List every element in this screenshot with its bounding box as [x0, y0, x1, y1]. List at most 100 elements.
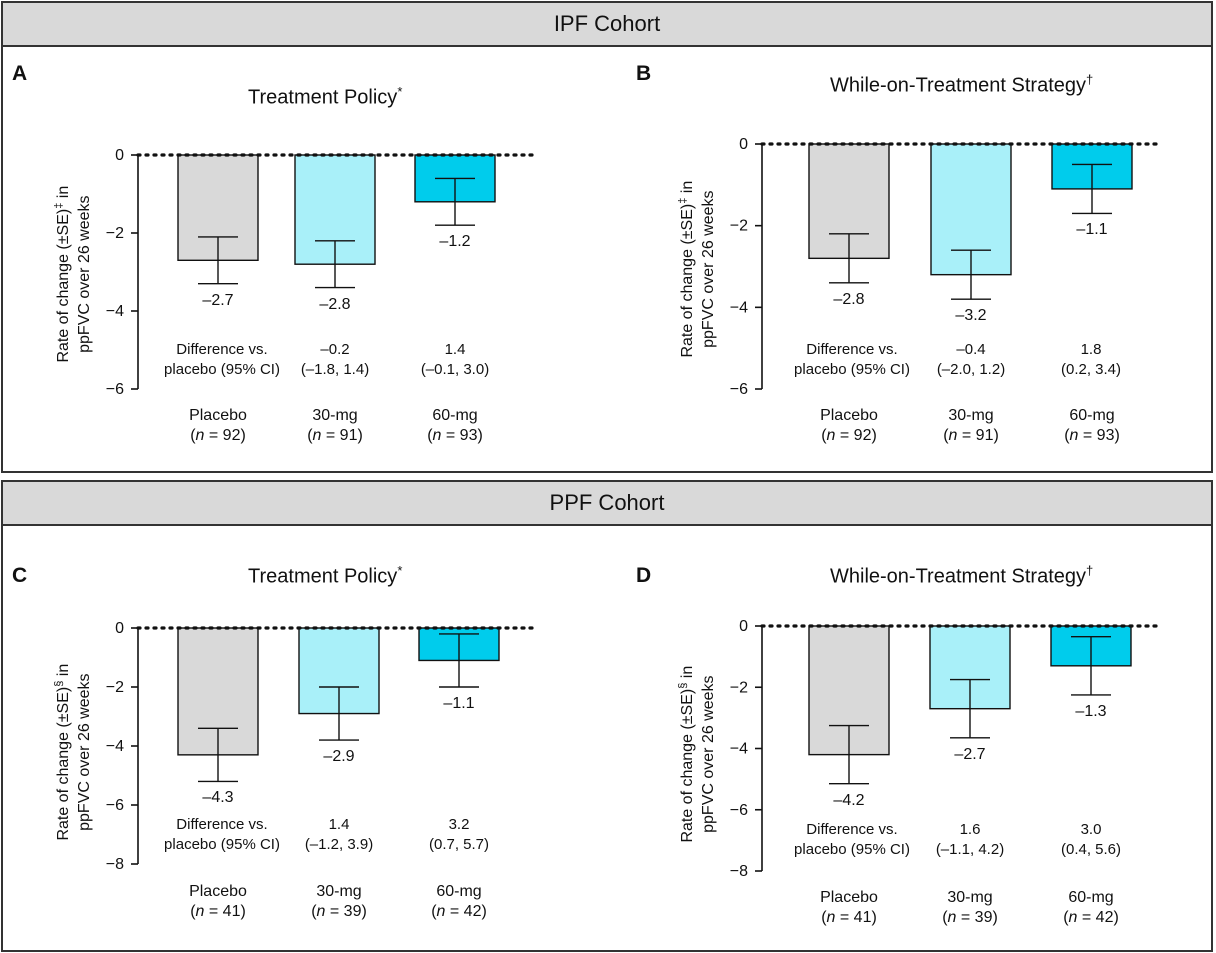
y-tick-label: −4	[730, 299, 748, 316]
difference-estimate: 1.4	[328, 816, 350, 833]
panel-title-footnote-mark: *	[397, 563, 403, 578]
bar-value-label: –4.3	[202, 789, 234, 807]
difference-value: –0.2 (–1.8, 1.4)	[265, 340, 405, 380]
panel-title-footnote-mark: †	[1086, 72, 1094, 87]
y-tick-label: −4	[106, 303, 124, 320]
category-n: (n = 39)	[311, 903, 367, 920]
category-n: (n = 39)	[942, 909, 998, 926]
category-name: Placebo	[189, 883, 247, 900]
category-n: (n = 91)	[943, 427, 999, 444]
category-label: Placebo (n = 41)	[163, 882, 273, 922]
difference-estimate: 3.2	[448, 816, 470, 833]
panel-letter: B	[636, 62, 652, 85]
panel-letter: C	[12, 564, 28, 587]
y-tick-label: 0	[115, 147, 124, 164]
y-tick-label: −6	[106, 797, 124, 814]
y-tick-label: −6	[730, 381, 748, 398]
bar-chart: 0 −2 −4 −6	[106, 147, 537, 398]
difference-ci: (–1.1, 4.2)	[935, 841, 1005, 858]
category-n: (n = 41)	[821, 909, 877, 926]
y-tick-label: −8	[730, 863, 748, 880]
difference-label: Difference vs. placebo (95% CI)	[142, 340, 302, 380]
y-tick-label: 0	[739, 618, 748, 635]
difference-label: Difference vs. placebo (95% CI)	[772, 340, 932, 380]
category-name: 60-mg	[1069, 407, 1115, 424]
category-label: Placebo (n = 92)	[163, 406, 273, 446]
category-label: Placebo (n = 41)	[794, 888, 904, 928]
difference-value: –0.4 (–2.0, 1.2)	[901, 340, 1041, 380]
y-tick-label: −6	[730, 802, 748, 819]
difference-ci: (–1.8, 1.4)	[300, 361, 370, 378]
category-label: 60-mg (n = 42)	[404, 882, 514, 922]
panel-d: D While-on-Treatment Strategy† Rate of cha…	[624, 480, 1216, 950]
category-label: 30-mg (n = 39)	[284, 882, 394, 922]
panel-title: Treatment Policy*	[248, 84, 402, 110]
panel-b: B While-on-Treatment Strategy† Rate of cha…	[624, 0, 1216, 470]
panel-letter: D	[636, 564, 652, 587]
difference-label-line: placebo (95% CI)	[794, 841, 910, 858]
y-tick-label: 0	[115, 620, 124, 637]
difference-label: Difference vs. placebo (95% CI)	[772, 820, 932, 860]
difference-estimate: –0.2	[320, 341, 350, 358]
panel-title-text: While-on-Treatment Strategy	[830, 565, 1087, 588]
panel-title: Treatment Policy*	[248, 563, 402, 589]
difference-label-line: Difference vs.	[806, 821, 898, 838]
category-n: (n = 42)	[1063, 909, 1119, 926]
category-name: 30-mg	[948, 407, 994, 424]
bar-value-label: –1.3	[1075, 702, 1107, 720]
y-tick-label: −2	[730, 218, 748, 235]
cohort-header: IPF Cohort	[3, 3, 1211, 47]
y-tick-label: −6	[106, 381, 124, 398]
category-name: 30-mg	[316, 883, 362, 900]
bar-chart: 0 −2 −4 −6 −8	[730, 618, 1161, 880]
category-n: (n = 93)	[427, 427, 483, 444]
category-label: 60-mg (n = 42)	[1036, 888, 1146, 928]
category-name: 60-mg	[436, 883, 482, 900]
category-n: (n = 42)	[431, 903, 487, 920]
difference-ci: (–0.1, 3.0)	[420, 361, 490, 378]
bar-value-label: –1.1	[443, 695, 475, 712]
panel-a: A Treatment Policy* Rate of change (±SE)‡ …	[0, 0, 600, 470]
difference-label-line: Difference vs.	[806, 341, 898, 358]
bar-value-label: –1.2	[439, 233, 471, 251]
bar-value-label: –2.9	[323, 748, 355, 766]
y-tick-label: −2	[730, 679, 748, 696]
difference-value: 1.4 (–0.1, 3.0)	[385, 340, 525, 380]
difference-label-line: Difference vs.	[176, 341, 268, 358]
bar-value-label: –2.7	[954, 745, 986, 763]
cohort-header: PPF Cohort	[3, 482, 1211, 526]
difference-estimate: –0.4	[956, 341, 986, 358]
category-name: 30-mg	[312, 407, 358, 424]
difference-label-line: placebo (95% CI)	[794, 361, 910, 378]
y-tick-label: −4	[730, 741, 748, 758]
panel-letter: A	[12, 62, 28, 85]
bar-chart: 0 −2 −4 −6 −8	[106, 620, 537, 873]
panel-title-footnote-mark: *	[397, 84, 403, 99]
category-name: 30-mg	[947, 889, 993, 906]
bar-value-label: –4.2	[833, 791, 865, 809]
difference-value: 3.2 (0.7, 5.7)	[389, 815, 529, 855]
difference-value: 1.8 (0.2, 3.4)	[1021, 340, 1161, 380]
panel-title-text: Treatment Policy	[248, 565, 398, 588]
difference-estimate: 3.0	[1080, 821, 1102, 838]
difference-label-line: Difference vs.	[176, 816, 268, 833]
category-n: (n = 92)	[190, 427, 246, 444]
difference-value: 1.4 (–1.2, 3.9)	[269, 815, 409, 855]
difference-value: 3.0 (0.4, 5.6)	[1021, 820, 1161, 860]
bar-placebo	[177, 154, 259, 262]
difference-ci: (0.4, 5.6)	[1060, 841, 1122, 858]
bar-chart: 0 −2 −4 −6	[730, 136, 1161, 398]
bar-value-label: –1.1	[1076, 221, 1108, 239]
panel-title-text: While-on-Treatment Strategy	[830, 74, 1087, 97]
category-label: 30-mg (n = 91)	[280, 406, 390, 446]
bar-value-label: –2.7	[202, 291, 234, 309]
category-n: (n = 93)	[1064, 427, 1120, 444]
difference-ci: (0.7, 5.7)	[428, 836, 490, 853]
category-n: (n = 92)	[821, 427, 877, 444]
difference-ci: (0.2, 3.4)	[1060, 361, 1122, 378]
panel-c: C Treatment Policy* Rate of change (±SE)§ …	[0, 480, 600, 950]
difference-estimate: 1.6	[959, 821, 981, 838]
panel-title: While-on-Treatment Strategy†	[830, 72, 1093, 98]
panel-title-footnote-mark: †	[1086, 563, 1094, 578]
category-label: 60-mg (n = 93)	[1037, 406, 1147, 446]
